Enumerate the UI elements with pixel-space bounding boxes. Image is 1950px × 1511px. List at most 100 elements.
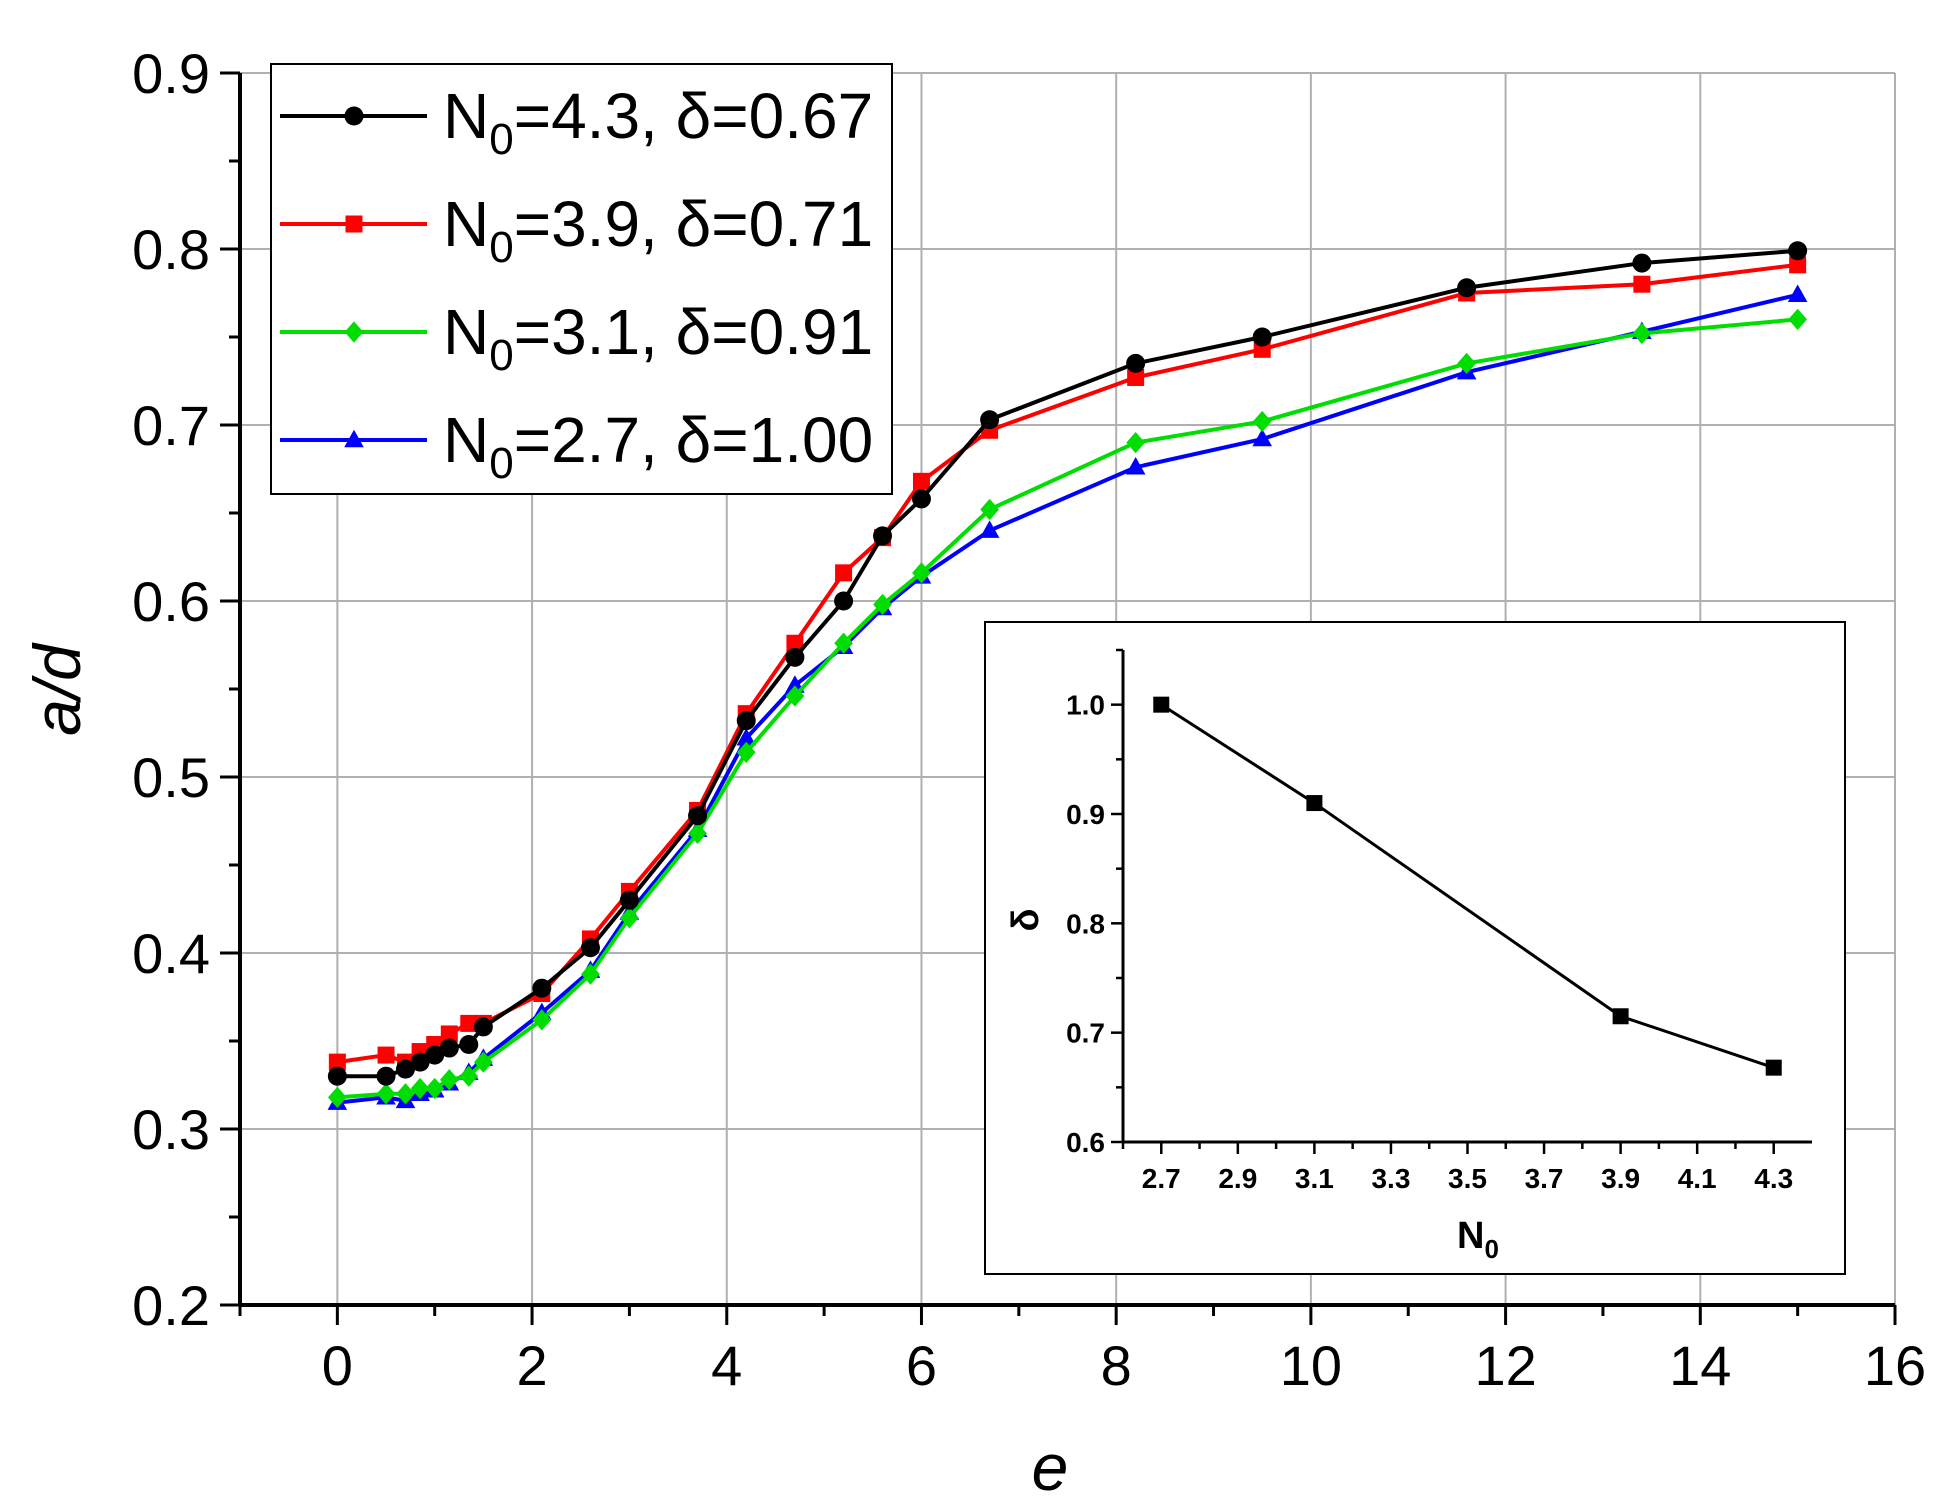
legend-label-4: N0=2.7, δ=1.00 <box>443 404 873 488</box>
inset-y-tick-label: 1.0 <box>1066 690 1105 721</box>
inset-x-tick-label: 3.5 <box>1448 1163 1487 1194</box>
series-3-point <box>1252 410 1272 433</box>
inset-x-tick-label: 2.9 <box>1218 1163 1257 1194</box>
series-2-point <box>912 472 930 490</box>
series-3-point <box>1126 431 1145 454</box>
y-axis-title: a/d <box>20 642 94 736</box>
legend-label-prefix: N <box>443 80 489 152</box>
series-3-point <box>1457 352 1476 375</box>
series-3-point <box>532 1009 552 1031</box>
inset-x-tick-label: 3.9 <box>1601 1163 1640 1194</box>
series-3-point <box>980 498 999 521</box>
x-tick-label: 10 <box>1280 1334 1342 1397</box>
series-3-point <box>834 632 853 654</box>
series-1-point <box>1632 253 1652 273</box>
legend-label-prefix: N <box>443 404 489 476</box>
inset-x-tick-label: 3.1 <box>1295 1163 1334 1194</box>
series-1-point <box>1126 353 1146 373</box>
y-tick-label: 0.5 <box>132 746 210 809</box>
series-3-point <box>474 1051 493 1073</box>
inset-series-point <box>1153 696 1170 713</box>
series-1-point <box>473 1017 493 1037</box>
y-tick-label: 0.4 <box>132 922 210 985</box>
series-3-point <box>376 1083 396 1105</box>
series-2-point <box>1127 368 1145 386</box>
series-1-point <box>980 410 1000 430</box>
legend-label-rest: =3.1, δ=0.91 <box>514 296 873 368</box>
inset-axes <box>1111 648 1812 1154</box>
main-tick-labels: 0 2 4 6 8 10 12 14 16 0.2 0.3 0.4 0.5 0.6 0.7 0.8 0.9 <box>132 42 1926 1397</box>
series-3-point <box>620 907 639 929</box>
series-1-point <box>410 1052 430 1072</box>
legend-marker-3 <box>344 321 364 343</box>
main-series-group <box>327 241 1808 1110</box>
series-4-point <box>1787 284 1808 302</box>
legend-label-prefix: N <box>443 296 489 368</box>
series-3-point <box>736 741 756 763</box>
legend-label-2: N0=3.9, δ=0.71 <box>443 188 873 272</box>
series-1-point <box>619 890 639 910</box>
series-3-point <box>1632 322 1652 345</box>
inset-frame <box>984 621 1846 1275</box>
series-1-point <box>785 647 805 667</box>
series-4-point <box>979 520 1000 538</box>
series-2-point <box>440 1025 458 1043</box>
legend-marker-4 <box>344 429 364 448</box>
legend-label-prefix: N <box>443 188 489 260</box>
inset-series-point <box>1765 1059 1782 1076</box>
series-1-point <box>327 1066 347 1086</box>
series-1-point <box>376 1066 396 1086</box>
x-tick-label: 2 <box>516 1334 547 1397</box>
inset-x-axis-title: N0 <box>1457 1215 1499 1264</box>
series-3-point <box>396 1083 415 1105</box>
series-2-point <box>377 1046 395 1064</box>
series-2-point <box>1633 275 1651 293</box>
series-4-point <box>1252 428 1272 447</box>
series-1-point <box>532 978 552 998</box>
y-tick-label: 0.7 <box>132 394 210 457</box>
x-tick-label: 14 <box>1669 1334 1731 1397</box>
series-1-point <box>580 938 600 958</box>
series-3-point <box>410 1077 430 1100</box>
legend-label-1: N0=4.3, δ=0.67 <box>443 80 873 164</box>
inset-y-axis-title: δ <box>1005 908 1047 931</box>
inset-x-tick-label: 3.3 <box>1371 1163 1410 1194</box>
series-3-point <box>785 685 805 707</box>
series-3-point <box>688 822 707 844</box>
series-2-point <box>460 1014 478 1032</box>
legend-label-sub: 0 <box>489 331 513 380</box>
series-4-point <box>1125 457 1146 475</box>
inset-chart: 2.7 2.9 3.1 3.3 3.5 3.7 3.9 4.1 4.3 0.6 0.7 0.8 0.9 1… <box>984 621 1846 1275</box>
x-axis-title: e <box>1032 1430 1069 1504</box>
inset-y-tick-label: 0.8 <box>1066 908 1105 939</box>
inset-series-group <box>1153 696 1782 1076</box>
series-1-point <box>688 806 708 826</box>
inset-x-tick-label: 2.7 <box>1142 1163 1181 1194</box>
x-tick-label: 0 <box>322 1334 353 1397</box>
inset-x-tick-label: 4.3 <box>1754 1163 1793 1194</box>
series-1-point <box>1252 327 1272 347</box>
x-tick-label: 8 <box>1101 1334 1132 1397</box>
series-4-point <box>736 728 757 746</box>
y-tick-label: 0.2 <box>132 1274 210 1337</box>
x-tick-label: 16 <box>1864 1334 1926 1397</box>
inset-y-tick-label: 0.6 <box>1066 1127 1105 1158</box>
inset-tick-labels: 2.7 2.9 3.1 3.3 3.5 3.7 3.9 4.1 4.3 0.6 0.7 0.8 0.9 1… <box>1066 690 1793 1194</box>
series-3-point <box>459 1065 479 1087</box>
series-1-point <box>1457 278 1477 298</box>
y-tick-label: 0.6 <box>132 570 210 633</box>
y-tick-label: 0.8 <box>132 218 210 281</box>
series-1-point <box>911 489 931 509</box>
legend-label-rest: =3.9, δ=0.71 <box>514 188 873 260</box>
inset-x-tick-label: 3.7 <box>1525 1163 1564 1194</box>
y-tick-label: 0.9 <box>132 42 210 105</box>
series-2-point <box>1789 256 1807 274</box>
x-tick-label: 6 <box>906 1334 937 1397</box>
series-1-point <box>736 711 756 731</box>
series-3-point <box>581 963 600 985</box>
main-axes <box>220 71 1897 1325</box>
legend-label-sub: 0 <box>489 223 513 272</box>
legend-marker-2 <box>345 215 363 233</box>
